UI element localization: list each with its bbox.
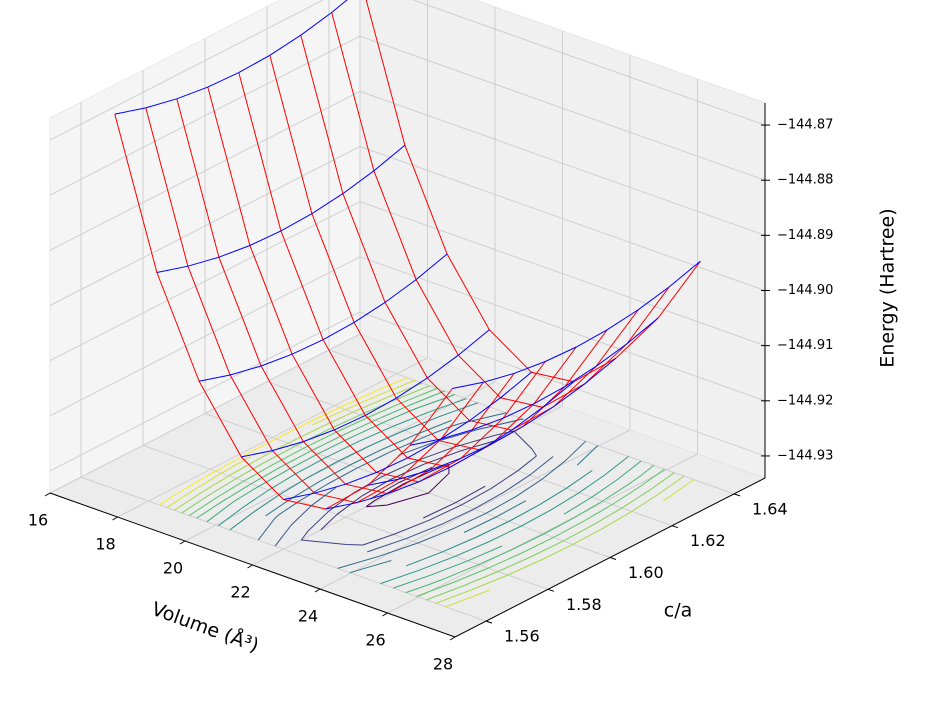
y-tick — [485, 620, 493, 624]
grid-line — [359, 35, 766, 181]
y-tick-label: 1.56 — [504, 627, 540, 646]
x-axis-label: Volume (Å³) — [149, 597, 262, 657]
contours — [159, 377, 695, 608]
x-tick-label: 18 — [95, 535, 115, 554]
contour-line — [257, 412, 587, 569]
y-tick-label: 1.64 — [752, 499, 788, 518]
wire-column — [452, 260, 701, 389]
grid-line — [359, 146, 766, 291]
wire-column — [156, 144, 406, 273]
x-tick — [179, 540, 186, 545]
x-tick-label: 20 — [163, 559, 183, 578]
y-tick-label: 1.58 — [566, 595, 602, 614]
x-tick-label: 24 — [298, 607, 318, 626]
wire-column — [283, 371, 532, 500]
grid-line — [266, 381, 673, 527]
x-tick-label: 22 — [230, 583, 250, 602]
x-tick-label: 26 — [365, 631, 385, 650]
x-tick — [112, 516, 118, 521]
grid-line — [359, 90, 766, 236]
x-tick — [449, 636, 456, 641]
grid-line — [359, 201, 766, 347]
z-tick-label: −144.91 — [777, 338, 833, 353]
contour-line — [300, 430, 537, 546]
grid-line — [204, 413, 611, 558]
z-axis-label: Energy (Hartree) — [877, 208, 899, 367]
contour-line — [196, 390, 655, 594]
wireframe — [114, 0, 701, 510]
y-tick — [609, 557, 617, 560]
y-tick — [733, 493, 741, 497]
x-tick — [44, 492, 51, 497]
y-axis-label: c/a — [664, 600, 693, 622]
z-tick-label: −144.92 — [777, 393, 833, 408]
y-tick — [547, 588, 555, 592]
x-tick-label: 16 — [28, 511, 48, 530]
z-tick-label: −144.87 — [777, 118, 833, 133]
wire-column — [410, 317, 659, 446]
grid-line — [411, 0, 766, 126]
y-tick — [671, 525, 679, 529]
z-tick-label: −144.88 — [777, 173, 833, 188]
grid-line — [49, 201, 361, 362]
contour-line — [369, 466, 433, 500]
grid-line — [359, 311, 766, 457]
z-tick-label: −144.89 — [777, 228, 833, 243]
grid-line — [328, 349, 735, 495]
grid-line — [49, 0, 325, 141]
z-tick-label: −144.90 — [777, 283, 833, 298]
y-tick-label: 1.62 — [690, 531, 726, 550]
grid-line — [142, 444, 549, 590]
grid-line — [49, 90, 361, 251]
grid-line — [49, 146, 361, 306]
x-tick — [247, 564, 253, 569]
grid — [49, 0, 766, 638]
wire-column — [114, 0, 348, 115]
contour-line — [206, 394, 642, 589]
wire-column — [367, 357, 617, 486]
contour-line — [174, 382, 685, 604]
x-tick — [382, 612, 388, 617]
grid-line — [49, 256, 361, 417]
contour-line — [188, 387, 665, 597]
contour-line — [217, 398, 629, 585]
x-tick-label: 28 — [433, 655, 453, 674]
contour-line — [166, 379, 695, 608]
y-tick-label: 1.60 — [628, 563, 664, 582]
wire-column — [199, 253, 448, 382]
grid-line — [80, 476, 487, 622]
contour-line — [274, 418, 554, 553]
axes: 16 18 20 22 24 26 28 1.56 1.58 1.60 1.62 1.64 −144.9… — [28, 103, 833, 674]
x-tick — [314, 588, 321, 593]
wire-column — [241, 329, 490, 458]
grid-line — [359, 256, 766, 402]
contour-line — [365, 463, 450, 508]
z-tick-label: −144.93 — [777, 448, 833, 463]
wire-column — [325, 381, 575, 510]
